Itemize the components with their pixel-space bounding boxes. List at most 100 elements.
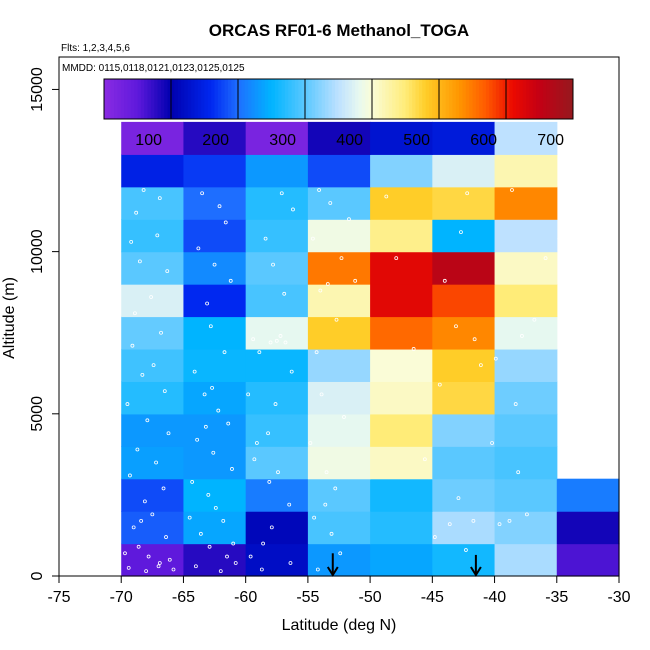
- heatmap-cell: [245, 154, 309, 188]
- sample-point: [464, 548, 468, 552]
- sample-point: [308, 441, 313, 445]
- heatmap-cell: [245, 543, 309, 577]
- heatmap-cell: [307, 121, 371, 155]
- heatmap-cell: [370, 511, 433, 545]
- sample-point: [139, 518, 144, 523]
- sample-point: [471, 518, 476, 523]
- chart-title: ORCAS RF01-6 Methanol_TOGA: [209, 21, 469, 40]
- colorbar-segment: [442, 79, 447, 119]
- heatmap-cell: [183, 219, 247, 253]
- sample-point: [315, 567, 320, 572]
- colorbar-segment: [492, 79, 497, 119]
- sample-point: [226, 421, 231, 426]
- sample-point: [516, 470, 521, 475]
- colorbar-segment: [274, 79, 279, 119]
- sample-point: [490, 441, 494, 445]
- sample-point: [338, 551, 343, 556]
- heatmap-cell: [494, 316, 558, 350]
- heatmap-cell: [494, 446, 558, 480]
- flights-text: Flts: 1,2,3,4,5,6: [61, 43, 130, 54]
- sample-point: [248, 554, 253, 559]
- colorbar-segment: [134, 79, 138, 119]
- colorbar-segment: [569, 79, 574, 119]
- sample-point: [135, 447, 140, 452]
- heatmap-cell: [183, 511, 247, 545]
- heatmap-cell: [245, 478, 309, 512]
- colorbar-segment: [224, 79, 229, 119]
- sample-point: [146, 554, 151, 559]
- colorbar-segment: [499, 79, 504, 119]
- sample-point: [532, 317, 537, 322]
- heatmap-cell: [121, 316, 185, 350]
- sample-point: [157, 561, 162, 565]
- sample-point: [465, 191, 470, 196]
- colorbar-segment: [107, 79, 112, 119]
- heatmap-cell: [183, 478, 247, 512]
- heatmap-cell: [307, 446, 371, 480]
- colorbar-segment: [194, 79, 199, 119]
- colorbar-segment: [311, 79, 316, 119]
- sample-point: [246, 392, 251, 397]
- heatmap-cell: [183, 381, 247, 415]
- colorbar-segment: [167, 79, 172, 119]
- colorbar-segment: [482, 79, 487, 119]
- heatmap-cell: [494, 186, 558, 220]
- sample-point: [422, 457, 427, 462]
- colorbar-segment: [154, 79, 159, 119]
- sample-point: [259, 567, 264, 572]
- heatmap-cell: [183, 446, 247, 480]
- colorbar-segment: [452, 79, 457, 119]
- colorbar-segment: [462, 79, 467, 119]
- sample-point: [271, 262, 275, 267]
- sample-point: [254, 441, 259, 445]
- sample-point: [208, 324, 213, 329]
- colorbar-segment: [271, 79, 276, 119]
- sample-point: [145, 418, 150, 423]
- colorbar-segment: [191, 79, 195, 119]
- colorbar-segment: [184, 79, 189, 119]
- heatmap-cell: [307, 543, 371, 577]
- heatmap-cell: [370, 154, 433, 188]
- sample-point: [478, 363, 483, 368]
- sample-point: [328, 201, 333, 205]
- heatmap-cell: [121, 121, 185, 155]
- colorbar-segment: [160, 79, 165, 119]
- sample-point: [459, 230, 463, 235]
- sample-point: [291, 207, 295, 212]
- colorbar-segment: [294, 79, 299, 119]
- heatmap-cell: [121, 251, 185, 285]
- sample-point: [159, 330, 163, 335]
- colorbar-segment: [325, 79, 329, 119]
- heatmap-cell: [121, 511, 185, 545]
- colorbar-segment: [382, 79, 386, 119]
- colorbar-segment: [392, 79, 396, 119]
- heatmap-cell: [307, 154, 371, 188]
- colorbar-segment: [489, 79, 494, 119]
- sample-point: [251, 337, 256, 342]
- heatmap-cell: [121, 478, 185, 512]
- sample-point: [394, 256, 399, 261]
- colorbar-segment: [469, 79, 473, 119]
- sample-point: [196, 246, 201, 251]
- sample-point: [324, 470, 329, 475]
- colorbar-segment: [258, 79, 262, 119]
- sample-point: [156, 564, 161, 569]
- heatmap-cell: [307, 219, 371, 253]
- sample-point: [513, 402, 518, 406]
- x-tick-label: -50: [359, 589, 382, 606]
- heatmap-cell: [245, 446, 309, 480]
- colorbar-segment: [408, 79, 413, 119]
- colorbar-segment: [221, 79, 226, 119]
- sample-point: [207, 544, 212, 549]
- heatmap-cell: [307, 316, 371, 350]
- heatmap-cell: [494, 478, 558, 512]
- sample-point: [568, 291, 573, 296]
- colorbar-segment: [358, 79, 363, 119]
- sample-point: [128, 473, 132, 478]
- colorbar-segment: [110, 79, 115, 119]
- sample-point: [198, 531, 203, 536]
- sample-point: [317, 188, 321, 192]
- heatmap-cell: [556, 511, 620, 545]
- sample-point: [164, 535, 168, 539]
- colorbar-segment: [552, 79, 557, 119]
